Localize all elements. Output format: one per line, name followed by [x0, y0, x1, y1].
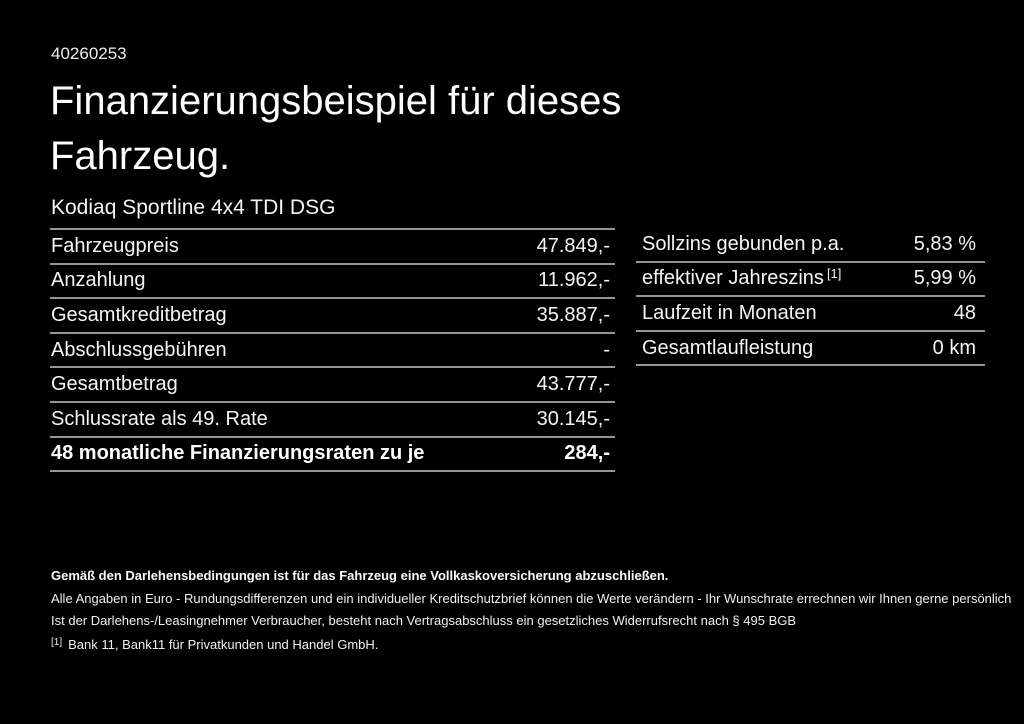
row-value: 30.145,-	[536, 407, 610, 430]
page-title-line-2: Fahrzeug.	[50, 134, 231, 178]
row-label: effektiver Jahreszins [1]	[636, 266, 842, 290]
disclaimer-block: Alle Angaben in Euro - Rundungsdifferenz…	[51, 588, 1011, 632]
table-row-laufzeit: Laufzeit in Monaten 48	[636, 297, 985, 332]
row-value: 11.962,-	[538, 269, 610, 292]
disclaimer-line-1: Alle Angaben in Euro - Rundungsdifferenz…	[51, 591, 1012, 606]
table-row-gesamtkreditbetrag: Gesamtkreditbetrag 35.887,-	[50, 299, 615, 334]
row-value: 5,83 %	[913, 232, 976, 255]
disclaimer-line-2: Ist der Darlehens-/Leasingnehmer Verbrau…	[51, 613, 797, 628]
row-label: Schlussrate als 49. Rate	[51, 407, 268, 430]
row-label: Laufzeit in Monaten	[642, 301, 817, 324]
row-label: Gesamtlaufleistung	[642, 336, 814, 359]
financing-table: Fahrzeugpreis 47.849,- Anzahlung 11.962,…	[50, 228, 615, 473]
page-title-line-1: Finanzierungsbeispiel für dieses	[50, 79, 622, 123]
page-title: Finanzierungsbeispiel für dieses Fahrzeu…	[50, 74, 621, 184]
document-number: 40260253	[51, 44, 127, 63]
row-label: Gesamtbetrag	[51, 373, 178, 396]
row-value: 48	[953, 301, 976, 324]
table-row-gesamtlaufleistung: Gesamtlaufleistung 0 km	[636, 332, 985, 367]
row-value: -	[603, 338, 610, 361]
table-row-monatsrate: 48 monatliche Finanzierungsraten zu je 2…	[50, 438, 615, 473]
row-value: 5,99 %	[913, 267, 976, 290]
table-row-schlussrate: Schlussrate als 49. Rate 30.145,-	[50, 403, 615, 438]
conditions-table: Sollzins gebunden p.a. 5,83 % effektiver…	[636, 228, 985, 367]
table-row-abschlussgebuehren: Abschlussgebühren -	[50, 334, 615, 369]
footnote: [1] Bank 11, Bank11 für Privatkunden und …	[51, 637, 378, 652]
row-value: 43.777,-	[536, 373, 610, 396]
row-label: Gesamtkreditbetrag	[51, 303, 227, 326]
row-label: Sollzins gebunden p.a.	[642, 232, 845, 255]
row-label: Anzahlung	[51, 269, 146, 292]
table-row-gesamtbetrag: Gesamtbetrag 43.777,-	[50, 368, 615, 403]
table-row-sollzins: Sollzins gebunden p.a. 5,83 %	[636, 228, 985, 263]
table-row-anzahlung: Anzahlung 11.962,-	[50, 265, 615, 300]
row-label: Abschlussgebühren	[51, 338, 227, 361]
footnote-marker: [1]	[826, 266, 842, 282]
table-row-effektiver-jahreszins: effektiver Jahreszins [1] 5,99 %	[636, 263, 985, 298]
row-label: 48 monatliche Finanzierungsraten zu je	[51, 442, 425, 465]
row-value: 284,-	[564, 442, 610, 465]
table-row-fahrzeugpreis: Fahrzeugpreis 47.849,-	[50, 230, 615, 265]
insurance-note: Gemäß den Darlehensbedingungen ist für d…	[51, 568, 669, 583]
vehicle-model: Kodiaq Sportline 4x4 TDI DSG	[51, 196, 336, 219]
row-label-text: effektiver Jahreszins	[642, 267, 824, 290]
row-value: 47.849,-	[536, 234, 610, 257]
row-value: 0 km	[932, 336, 976, 359]
footnote-text: Bank 11, Bank11 für Privatkunden und Han…	[68, 637, 379, 652]
row-label: Fahrzeugpreis	[51, 234, 179, 257]
footnote-marker: [1]	[51, 637, 63, 648]
row-value: 35.887,-	[536, 303, 610, 326]
